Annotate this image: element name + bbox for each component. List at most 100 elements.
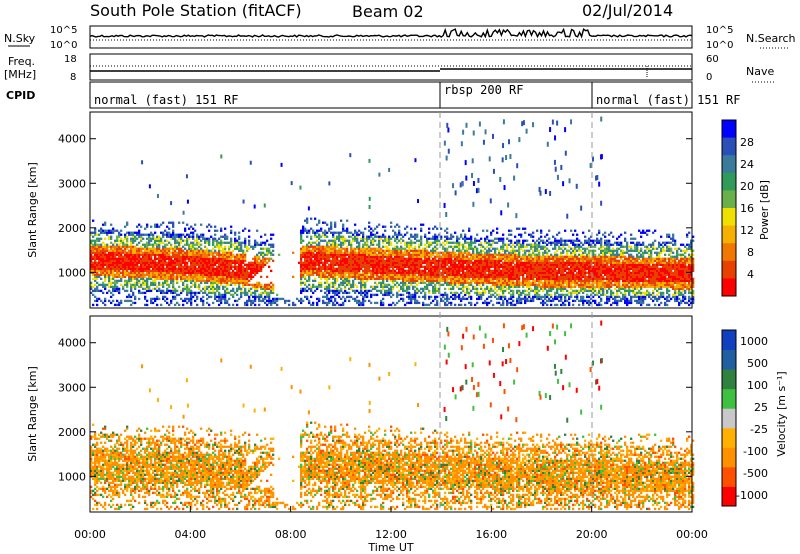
- power-cell: [200, 265, 203, 268]
- power-cell: [180, 273, 183, 277]
- power-cell: [456, 271, 459, 274]
- power-cell: [232, 259, 235, 262]
- power-cell: [144, 295, 147, 299]
- power-cell: [308, 247, 311, 250]
- power-cell: [400, 253, 403, 256]
- power-cell: [248, 229, 251, 232]
- power-cell: [166, 301, 169, 305]
- power-cell: [204, 259, 207, 262]
- power-cell: [424, 261, 427, 264]
- power-cell: [326, 289, 329, 293]
- power-cell: [130, 275, 133, 279]
- power-cell: [260, 247, 263, 250]
- power-cell: [100, 227, 103, 230]
- power-cell: [424, 291, 427, 295]
- power-cell: [252, 257, 255, 260]
- power-cell: [488, 281, 491, 285]
- power-cell: [466, 253, 469, 256]
- power-cell: [240, 271, 243, 274]
- power-cell: [106, 247, 109, 250]
- power-cell: [502, 299, 505, 303]
- power-cell: [122, 255, 125, 258]
- power-cell: [484, 281, 487, 285]
- power-cell: [400, 255, 403, 258]
- power-cell: [224, 285, 227, 289]
- power-cell: [462, 253, 465, 256]
- power-cell: [246, 283, 249, 287]
- power-cell: [92, 257, 95, 260]
- power-cell: [126, 265, 129, 268]
- power-cell: [138, 229, 141, 232]
- power-cell: [174, 241, 177, 244]
- power-cell: [480, 281, 483, 285]
- power-cell: [218, 265, 221, 268]
- power-cell: [328, 299, 331, 303]
- power-cell: [364, 265, 367, 268]
- power-cell: [476, 265, 479, 268]
- power-cell: [358, 255, 361, 258]
- power-cell: [222, 259, 225, 262]
- power-cell: [174, 239, 177, 242]
- power-cell: [392, 261, 395, 264]
- power-cell: [324, 255, 327, 258]
- power-cell: [338, 237, 341, 240]
- power-cell: [98, 267, 101, 270]
- power-cell: [430, 301, 433, 305]
- power-cell: [326, 295, 329, 299]
- power-cell: [144, 255, 147, 258]
- power-cell: [434, 265, 437, 268]
- power-cell: [456, 295, 459, 299]
- power-cell: [490, 239, 493, 242]
- nave-tick-bottom: 0: [706, 72, 712, 83]
- power-cell: [132, 249, 135, 252]
- power-cell: [426, 255, 429, 258]
- power-cell: [234, 277, 237, 281]
- power-cell: [426, 277, 429, 281]
- power-cell: [384, 235, 387, 238]
- power-cell: [426, 263, 429, 266]
- power-cell: [170, 257, 173, 260]
- power-cell: [136, 251, 139, 254]
- power-cell: [184, 275, 187, 279]
- power-cell: [296, 297, 299, 301]
- power-cell: [486, 249, 489, 252]
- power-cell: [98, 247, 101, 250]
- power-cell: [390, 291, 393, 295]
- power-cell: [130, 277, 133, 281]
- power-cell: [220, 267, 223, 270]
- power-cell: [204, 279, 207, 283]
- power-cell: [92, 263, 95, 266]
- power-cell: [248, 299, 251, 303]
- power-cell: [138, 249, 141, 252]
- power-cell: [260, 251, 263, 254]
- power-cell: [410, 245, 413, 248]
- power-cell: [210, 295, 213, 299]
- power-cell: [386, 257, 389, 260]
- power-cell: [134, 295, 137, 299]
- power-cell: [364, 271, 367, 274]
- power-cell: [398, 225, 401, 228]
- power-cell: [482, 293, 485, 297]
- power-cell: [480, 259, 483, 262]
- power-cell: [198, 291, 201, 295]
- power-cell: [322, 251, 325, 254]
- power-cell: [412, 271, 415, 274]
- power-cell: [196, 295, 199, 299]
- power-cell: [302, 269, 305, 272]
- power-cell: [392, 287, 395, 291]
- power-cell: [480, 291, 483, 295]
- power-cell: [262, 253, 265, 256]
- power-cell: [402, 287, 405, 291]
- power-cell: [190, 245, 193, 248]
- power-cell: [178, 303, 181, 307]
- cpid-segment-1: normal (fast) 151 RF: [94, 93, 239, 107]
- power-cell: [166, 225, 169, 228]
- power-cell: [248, 273, 251, 277]
- power-cell: [128, 263, 131, 266]
- power-cell: [452, 277, 455, 281]
- power-cell: [416, 259, 419, 262]
- power-cell: [134, 259, 137, 262]
- power-cell: [96, 253, 99, 256]
- power-cell: [268, 249, 271, 252]
- power-cell: [452, 255, 455, 258]
